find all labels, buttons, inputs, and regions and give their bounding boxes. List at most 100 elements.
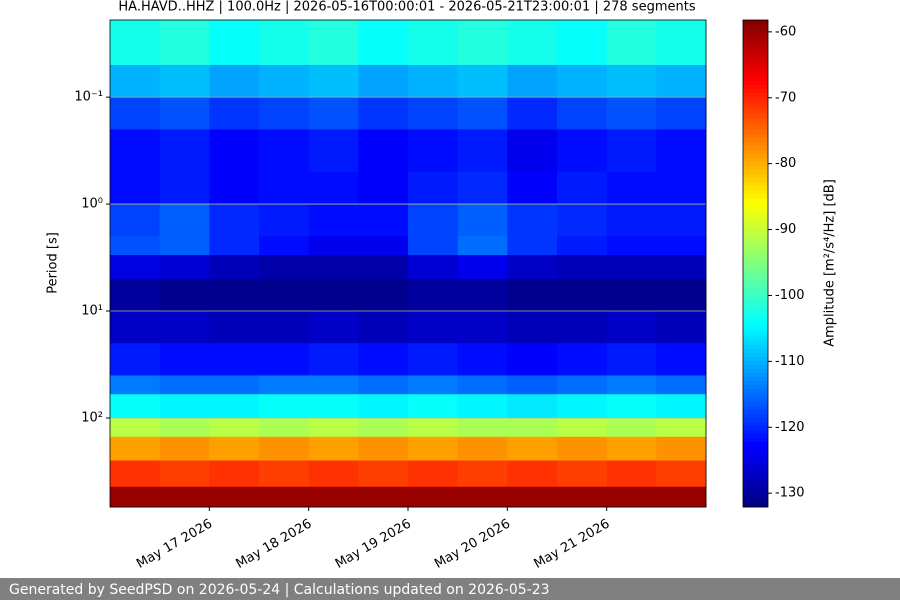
colorbar-swatch — [743, 336, 768, 342]
cell — [209, 311, 260, 344]
colorbar-swatch — [743, 48, 768, 53]
colorbar-swatch — [743, 157, 768, 163]
cell — [507, 97, 558, 130]
colorbar-swatch — [743, 109, 768, 114]
cell — [507, 236, 558, 256]
cell — [557, 394, 608, 419]
cell — [358, 343, 409, 376]
colorbar-swatch — [743, 267, 768, 273]
cell — [408, 460, 459, 488]
colorbar-swatch — [743, 328, 768, 333]
y-axis-label: Period [s] — [46, 232, 61, 294]
cell — [408, 20, 459, 66]
cell — [308, 460, 359, 488]
colorbar-swatch — [743, 129, 768, 135]
colorbar-swatch — [743, 429, 768, 435]
x-tick-label: May 21 2026 — [531, 517, 612, 572]
cell — [606, 278, 657, 312]
colorbar-label: Amplitude [m²/s⁴/Hz] [dB] — [823, 179, 838, 347]
cell — [209, 460, 260, 488]
cell — [656, 97, 707, 130]
cell — [557, 97, 608, 130]
cell — [656, 486, 707, 508]
cell — [159, 436, 210, 462]
cell — [259, 20, 310, 66]
cell — [110, 460, 161, 488]
cell — [507, 171, 558, 205]
cell — [259, 204, 310, 237]
cell — [209, 436, 260, 462]
cell — [557, 311, 608, 344]
cell — [259, 129, 310, 173]
colorbar-swatch — [743, 141, 768, 147]
cell — [507, 278, 558, 312]
cell — [209, 64, 260, 98]
cell — [308, 375, 359, 395]
cell — [358, 311, 409, 344]
footer: Generated by SeedPSD on 2026-05-24 | Cal… — [9, 582, 550, 598]
cell — [358, 129, 409, 173]
colorbar-swatch — [743, 226, 768, 232]
cell — [308, 394, 359, 419]
cell — [110, 20, 161, 66]
colorbar-swatch — [743, 186, 768, 191]
cell — [507, 460, 558, 488]
colorbar-swatch — [743, 28, 768, 33]
cell — [557, 171, 608, 205]
cell — [209, 375, 260, 395]
cell — [557, 236, 608, 256]
colorbar-swatch — [743, 344, 768, 350]
cell — [606, 64, 657, 98]
colorbar-swatch — [743, 80, 768, 86]
cell — [159, 20, 210, 66]
colorbar-swatch — [743, 255, 768, 260]
cell — [110, 129, 161, 173]
colorbar-swatch — [743, 190, 768, 196]
colorbar-swatch — [743, 101, 768, 106]
cell — [656, 394, 707, 419]
cell — [457, 436, 508, 462]
y-tick-label: 10⁻¹ — [74, 90, 103, 105]
colorbar-swatch — [743, 222, 768, 228]
chart-title: HA.HAVD..HHZ | 100.0Hz | 2026-05-16T00:0… — [118, 0, 695, 15]
cell — [656, 343, 707, 376]
colorbar-swatch — [743, 369, 768, 374]
cell — [408, 171, 459, 205]
colorbar-tick-label: -90 — [775, 222, 796, 237]
cell — [308, 97, 359, 130]
colorbar-swatch — [743, 76, 768, 82]
cell — [557, 255, 608, 280]
colorbar-swatch — [743, 239, 768, 244]
cell — [408, 278, 459, 312]
colorbar-swatch — [743, 433, 768, 439]
cell — [358, 394, 409, 419]
colorbar-swatch — [743, 84, 768, 90]
cell — [358, 236, 409, 256]
colorbar-swatch — [743, 133, 768, 139]
colorbar-swatch — [743, 194, 768, 200]
cell — [110, 436, 161, 462]
cell — [606, 394, 657, 419]
colorbar-swatch — [743, 442, 768, 447]
cell — [308, 311, 359, 344]
cell — [606, 417, 657, 438]
colorbar-swatch — [743, 206, 768, 212]
colorbar-swatch — [743, 97, 768, 102]
cell — [308, 129, 359, 173]
cell — [358, 97, 409, 130]
cell — [110, 417, 161, 438]
cell — [457, 129, 508, 173]
cell — [606, 436, 657, 462]
colorbar-swatch — [743, 178, 768, 183]
colorbar-swatch — [743, 72, 768, 78]
cell — [656, 171, 707, 205]
cell — [507, 311, 558, 344]
cell — [209, 20, 260, 66]
cell — [656, 417, 707, 438]
cell — [209, 394, 260, 419]
colorbar-swatch — [743, 68, 768, 74]
colorbar-swatch — [743, 393, 768, 398]
cell — [209, 204, 260, 237]
colorbar-swatch — [743, 316, 768, 321]
colorbar-swatch — [743, 214, 768, 220]
